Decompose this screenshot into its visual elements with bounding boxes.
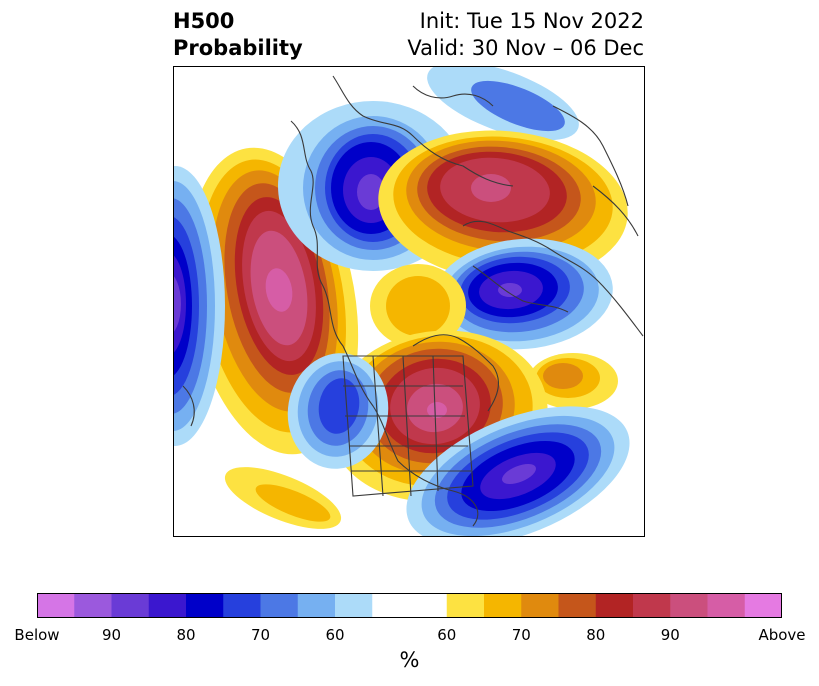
colorbar-tick-label: 80	[586, 626, 606, 644]
colorbar-cell-below-3	[148, 593, 187, 618]
map-svg	[173, 66, 645, 537]
probability-fields	[173, 66, 644, 537]
anomaly-above-southwest	[224, 467, 342, 529]
init-date: Init: Tue 15 Nov 2022	[419, 9, 644, 33]
colorbar-cell-above-6	[670, 593, 708, 618]
map-title-line1: H500	[173, 9, 235, 33]
colorbar-cell-below-6	[260, 593, 299, 618]
colorbar	[37, 593, 782, 618]
map-title: H500 Probability	[173, 8, 303, 62]
map-border	[173, 66, 645, 537]
forecast-dates: Init: Tue 15 Nov 2022 Valid: 30 Nov – 06…	[407, 8, 644, 62]
colorbar-cell-below-4	[186, 593, 224, 618]
colorbar-tick-label: 70	[250, 626, 271, 644]
colorbar-tick-label: 60	[437, 626, 457, 644]
colorbar-cell-below-1	[74, 593, 112, 618]
anomaly-above-north-east	[378, 130, 628, 282]
anomaly-below-southeast	[406, 406, 630, 537]
colorbar-cell-below-8	[335, 593, 373, 618]
colorbar-cell-neutral	[372, 593, 448, 618]
valid-date: Valid: 30 Nov – 06 Dec	[407, 36, 644, 60]
colorbar-tick-label: 70	[511, 626, 531, 644]
colorbar-cell-above-5	[633, 593, 671, 618]
colorbar-cell-below-7	[297, 593, 336, 618]
colorbar-cell-above-7	[707, 593, 746, 618]
anomaly-above-central	[370, 264, 618, 409]
colorbar-tick-label: 80	[176, 626, 196, 644]
anomaly-below-east	[433, 238, 613, 350]
colorbar-border	[37, 593, 782, 618]
colorbar-unit-label: %	[399, 648, 420, 672]
colorbar-tick-label: Above	[758, 626, 806, 644]
colorbar-tick-label: 90	[101, 626, 122, 644]
colorbar-tick-label: 60	[325, 626, 345, 644]
anomaly-below-far-west	[173, 166, 225, 446]
probability-map	[173, 66, 645, 537]
map-title-line2: Probability	[173, 36, 303, 60]
colorbar-cell-below-5	[223, 593, 261, 618]
colorbar-cell-below-2	[111, 593, 150, 618]
colorbar-tick-label: Below	[14, 626, 60, 644]
colorbar-cell-above-4	[595, 593, 634, 618]
coastlines	[182, 75, 644, 527]
colorbar-tick-label: 90	[660, 626, 680, 644]
colorbar-tick-labels: Below 90 80 70 60 60 70 80 90 Above	[0, 626, 819, 648]
colorbar-cell-below-0	[37, 593, 75, 618]
colorbar-cell-above-1	[484, 593, 522, 618]
colorbar-cell-above-3	[558, 593, 597, 618]
colorbar-cell-above-2	[521, 593, 559, 618]
anomaly-below-central-west	[287, 353, 389, 469]
colorbar-cell-above-8	[744, 593, 782, 618]
colorbar-cell-above-0	[446, 593, 485, 618]
